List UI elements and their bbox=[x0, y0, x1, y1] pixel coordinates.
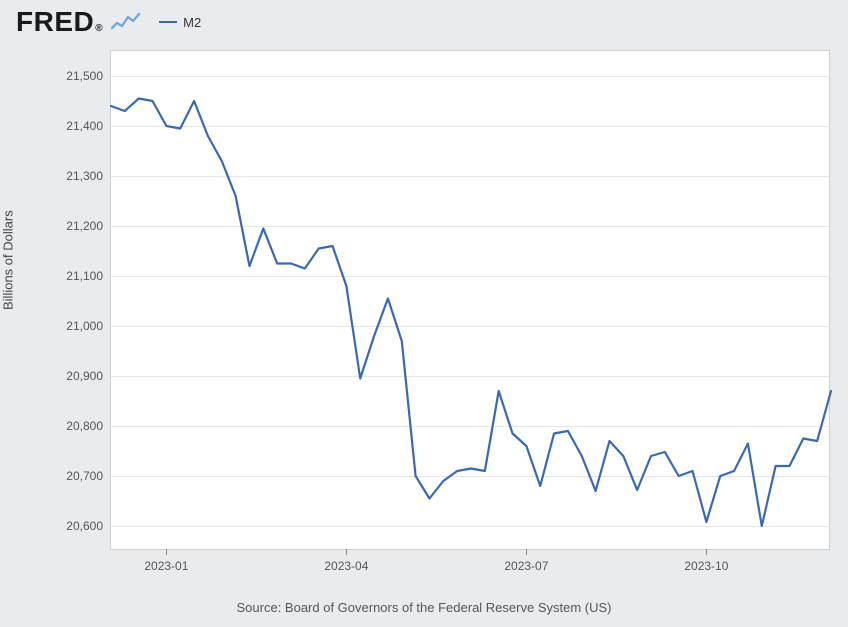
y-axis-label: Billions of Dollars bbox=[1, 210, 16, 310]
y-tick-label: 20,900 bbox=[66, 369, 103, 383]
legend-swatch bbox=[159, 21, 177, 23]
chart-legend: M2 bbox=[159, 15, 201, 30]
y-tick-label: 20,700 bbox=[66, 469, 103, 483]
y-tick-label: 21,400 bbox=[66, 119, 103, 133]
x-tick-label: 2023-10 bbox=[684, 559, 728, 573]
registered-mark: ® bbox=[95, 23, 103, 34]
chart-plot-area: 20,60020,70020,80020,90021,00021,10021,2… bbox=[110, 50, 830, 550]
chart-svg bbox=[111, 51, 831, 551]
chart-line-icon bbox=[111, 11, 141, 33]
fred-logo: FRED® bbox=[16, 6, 103, 38]
y-tick-label: 20,600 bbox=[66, 519, 103, 533]
x-tick-label: 2023-07 bbox=[504, 559, 548, 573]
series-line-m2 bbox=[111, 99, 831, 527]
chart-source: Source: Board of Governors of the Federa… bbox=[0, 600, 848, 615]
x-tick-label: 2023-04 bbox=[324, 559, 368, 573]
y-tick-label: 21,300 bbox=[66, 169, 103, 183]
chart-header: FRED® M2 bbox=[16, 6, 201, 38]
fred-logo-text: FRED bbox=[16, 6, 94, 38]
y-tick-label: 20,800 bbox=[66, 419, 103, 433]
y-tick-label: 21,500 bbox=[66, 69, 103, 83]
y-tick-label: 21,100 bbox=[66, 269, 103, 283]
x-tick-label: 2023-01 bbox=[144, 559, 188, 573]
legend-label: M2 bbox=[183, 15, 201, 30]
y-tick-label: 21,200 bbox=[66, 219, 103, 233]
y-tick-label: 21,000 bbox=[66, 319, 103, 333]
